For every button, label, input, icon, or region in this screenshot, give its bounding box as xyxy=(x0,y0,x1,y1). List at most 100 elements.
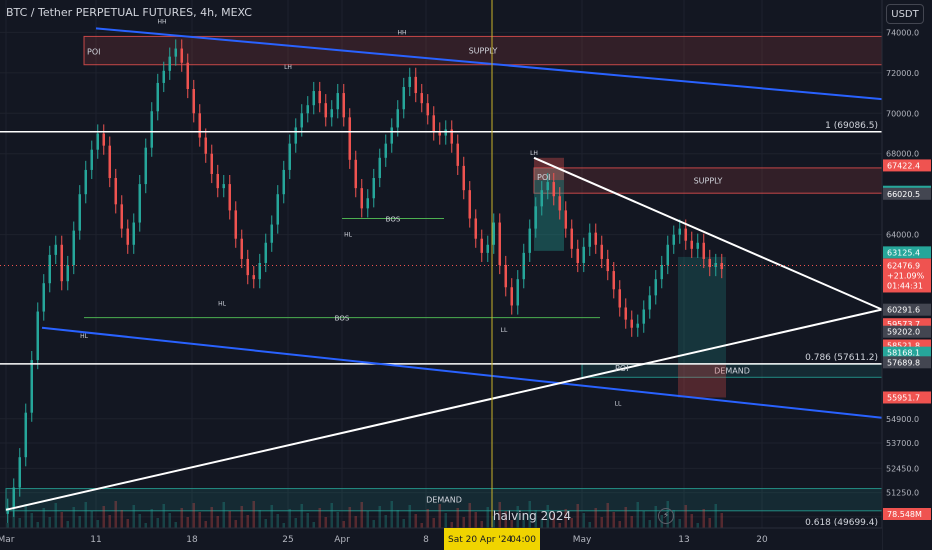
volume-bar xyxy=(60,512,63,528)
price-label-box xyxy=(883,356,931,369)
volume-bar xyxy=(540,519,543,528)
trendline xyxy=(41,326,883,419)
volume-bar xyxy=(606,503,609,528)
candle xyxy=(318,91,321,104)
candle xyxy=(450,129,453,144)
price-label: 58168.1 xyxy=(887,349,920,358)
price-tick-label: 53700.0 xyxy=(886,439,919,448)
time-tick-label: Mar xyxy=(0,535,15,545)
poi-label: POI xyxy=(537,173,550,182)
candle xyxy=(720,262,723,270)
price-tick-label: 74000.0 xyxy=(886,28,919,37)
volume-bar xyxy=(222,502,225,528)
volume-bar xyxy=(588,522,591,528)
candle xyxy=(288,143,291,170)
price-label: 59202.0 xyxy=(887,328,920,337)
volume-bar xyxy=(432,518,435,528)
price-label-box xyxy=(883,303,931,316)
lightning-icon[interactable]: ⚡ xyxy=(658,508,674,524)
candle xyxy=(630,319,633,328)
candle xyxy=(612,271,615,290)
volume-bar xyxy=(282,523,285,528)
candle xyxy=(420,93,423,104)
candle xyxy=(96,133,99,150)
candle xyxy=(24,412,27,458)
volume-bar xyxy=(96,520,99,528)
candle xyxy=(642,309,645,324)
candle xyxy=(498,222,501,266)
candle xyxy=(528,228,531,253)
fib-level-label: 1 (69086.5) xyxy=(825,121,878,131)
volume-bar xyxy=(72,507,75,528)
candle xyxy=(198,113,201,138)
candle xyxy=(390,127,393,144)
volume-bar xyxy=(420,523,423,528)
price-label-box xyxy=(883,391,931,404)
candle xyxy=(324,103,327,118)
candle xyxy=(474,218,477,239)
volume-bar xyxy=(594,508,597,528)
structure-label: LH xyxy=(284,64,292,71)
candle xyxy=(180,48,183,63)
volume-bar xyxy=(546,505,549,528)
candle xyxy=(648,295,651,310)
candle xyxy=(468,190,471,219)
candle xyxy=(234,210,237,239)
price-label: 58521.8 xyxy=(887,341,920,350)
volume-bar xyxy=(576,504,579,528)
volume-bar xyxy=(138,514,141,528)
candle xyxy=(480,238,483,253)
structure-label: HH xyxy=(397,29,406,36)
candle xyxy=(654,279,657,296)
halving-annotation: halving 2024 xyxy=(493,509,571,523)
volume-bar xyxy=(642,511,645,528)
candle xyxy=(540,190,543,207)
volume-bar xyxy=(510,520,513,528)
candle xyxy=(150,111,153,148)
candle xyxy=(348,117,351,160)
candle xyxy=(84,169,87,195)
volume-bar xyxy=(168,513,171,528)
volume-bar xyxy=(516,506,519,528)
volume-bar xyxy=(612,512,615,528)
candle xyxy=(672,234,675,245)
candle xyxy=(522,252,525,280)
candle xyxy=(696,242,699,249)
volume-bar xyxy=(366,511,369,528)
candle xyxy=(252,275,255,280)
volume-bar xyxy=(78,516,81,528)
volume-bar xyxy=(474,512,477,528)
volume-bar xyxy=(444,513,447,528)
time-tick-label: 18 xyxy=(186,535,198,545)
price-label: 60291.6 xyxy=(887,306,920,315)
candle xyxy=(240,238,243,259)
candle xyxy=(36,311,39,361)
volume-bar xyxy=(300,504,303,528)
volume-bar xyxy=(174,522,177,528)
candle xyxy=(276,194,279,225)
volume-bar xyxy=(90,511,93,528)
volume-bar xyxy=(702,509,705,528)
volume-bar xyxy=(504,511,507,528)
volume-bar xyxy=(246,515,249,528)
candle xyxy=(210,153,213,174)
countdown-label: 01:44:31 xyxy=(887,281,923,290)
currency-button[interactable]: USDT xyxy=(886,4,924,24)
structure-label: HL xyxy=(218,300,227,307)
candle xyxy=(546,182,549,191)
volume-bar xyxy=(264,519,267,528)
trendline xyxy=(5,308,883,511)
structure-label: LL xyxy=(501,327,508,334)
time-tick-label: May xyxy=(573,535,592,545)
volume-bar xyxy=(324,517,327,528)
volume-bar xyxy=(522,515,525,528)
price-tick-label: 68000.0 xyxy=(886,150,919,159)
candle xyxy=(270,224,273,243)
candle xyxy=(366,198,369,209)
position-box xyxy=(678,364,726,398)
volume-bar xyxy=(126,519,129,528)
volume-bar xyxy=(144,523,147,528)
price-tick-label: 52450.0 xyxy=(886,464,919,473)
volume-bar xyxy=(630,516,633,528)
